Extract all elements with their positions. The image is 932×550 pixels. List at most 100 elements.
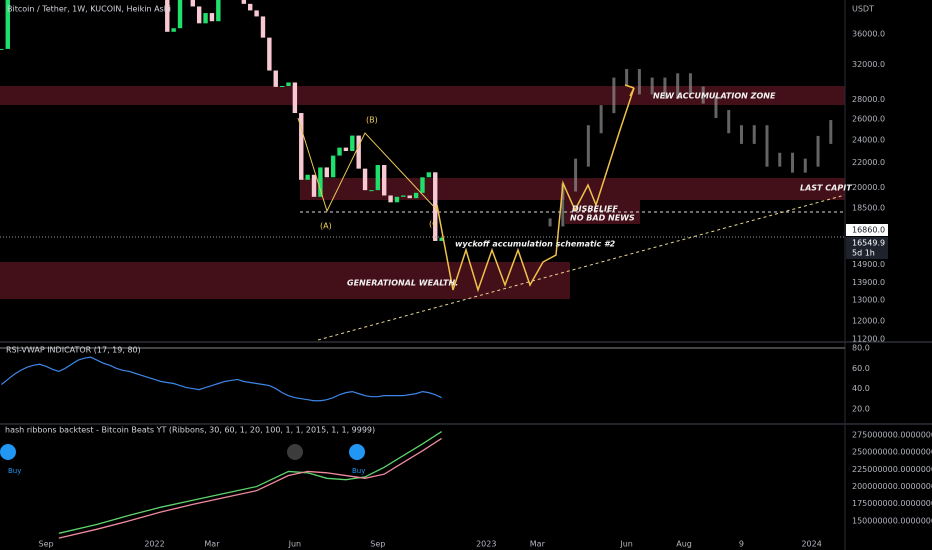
- wave-line: [297, 117, 438, 213]
- candle: [401, 195, 406, 197]
- trend-line: [317, 194, 845, 341]
- y-tick-label: 13900.0: [852, 278, 885, 287]
- candle: [165, 0, 170, 32]
- x-tick-label: Sep: [370, 540, 385, 549]
- x-tick-label: 2023: [476, 540, 496, 549]
- candle: [279, 85, 285, 87]
- projection-bar: [778, 152, 782, 167]
- annotation: (B): [366, 116, 378, 125]
- candle: [196, 6, 202, 24]
- x-tick-label: Mar: [530, 540, 546, 549]
- ribbon-line: [58, 430, 442, 534]
- x-tick-label: Mar: [204, 540, 220, 549]
- candle: [356, 135, 361, 169]
- price-marker-box: [846, 224, 888, 236]
- y-tick-label: 32000.0: [852, 60, 885, 69]
- annotation: wyckoff accumulation schematic #2: [455, 240, 616, 249]
- candle: [350, 135, 355, 152]
- candle: [273, 70, 278, 87]
- zone: [300, 178, 845, 200]
- y-tick-label: 150000000.00000000: [852, 516, 932, 525]
- projection-bar: [765, 125, 769, 167]
- y-tick-label: 24000.0: [852, 135, 885, 144]
- y-tick-label: 275000000.00000000: [852, 430, 932, 439]
- candle: [394, 196, 400, 203]
- y-tick-label: 14900.0: [852, 260, 885, 269]
- arrow-head: [629, 87, 635, 97]
- candle: [426, 172, 432, 178]
- candle: [286, 82, 291, 86]
- arrow-head: [624, 84, 635, 89]
- annotation: NO BAD NEWS: [570, 214, 635, 223]
- annotation: NEW ACCUMULATION ZONE: [653, 92, 776, 101]
- x-tick-label: Sep: [39, 540, 54, 549]
- y-tick-label: 36000.0: [852, 29, 885, 38]
- candle: [0, 48, 4, 50]
- y-tick-label: 26000.0: [852, 114, 885, 123]
- projection-bar: [829, 120, 833, 144]
- buy-label: Buy: [8, 467, 21, 475]
- y-tick-label: 200000000.00000000: [852, 482, 932, 491]
- candle: [241, 0, 247, 4]
- y-tick-label: 20000.0: [852, 183, 885, 192]
- candle: [318, 167, 323, 197]
- projection-bar: [663, 77, 667, 100]
- y-tick-label: 22000.0: [852, 158, 885, 167]
- candle: [299, 113, 304, 180]
- x-tick-label: Aug: [676, 540, 692, 549]
- candle: [209, 13, 215, 22]
- projection-bar: [574, 158, 578, 192]
- rsi-title: RSI-VWAP INDICATOR (17, 19, 80): [6, 346, 141, 355]
- price-marker: 16860.0: [852, 226, 885, 235]
- candle: [260, 16, 266, 38]
- candle: [337, 147, 342, 156]
- y-tick-label: 12000.0: [852, 316, 885, 325]
- y-tick-label: 80.0: [852, 344, 870, 353]
- candle: [324, 167, 329, 178]
- projection-bar: [586, 125, 590, 167]
- rsi-line: [1, 356, 442, 402]
- projection-bar: [752, 125, 756, 144]
- current-price-box: [846, 237, 888, 259]
- wyckoff-path: [436, 87, 635, 293]
- candle: [382, 165, 387, 196]
- candle: [305, 174, 310, 180]
- projection-bar: [599, 105, 603, 134]
- y-tick-label: 60.0: [852, 364, 870, 373]
- x-tick-label: 9: [739, 540, 744, 549]
- y-tick-label: 175000000.00000000: [852, 499, 932, 508]
- zone: [0, 262, 570, 299]
- projection-bar: [714, 95, 718, 119]
- x-tick-label: Jun: [619, 540, 633, 549]
- candle: [362, 168, 368, 191]
- candle: [267, 37, 272, 71]
- candle: [248, 3, 253, 11]
- candle: [216, 0, 221, 22]
- candle: [190, 0, 195, 7]
- projection-bar: [625, 69, 629, 86]
- candle: [254, 10, 259, 17]
- candle: [420, 177, 425, 193]
- candle: [369, 190, 374, 192]
- x-tick-label: 2024: [801, 540, 821, 549]
- ribbon-line: [58, 437, 442, 539]
- candle: [413, 192, 419, 199]
- y-axis-label: USDT: [852, 5, 874, 14]
- projection-bar: [803, 158, 807, 173]
- projection-bar: [612, 77, 616, 114]
- candle: [343, 147, 349, 152]
- hash-title: hash ribbons backtest - Bitcoin Beats YT…: [5, 426, 375, 435]
- signal-marker: [287, 444, 303, 460]
- buy-label: Buy: [352, 467, 365, 475]
- buy-marker: [349, 444, 365, 460]
- countdown: 5d 1h: [852, 249, 875, 258]
- candle: [439, 237, 444, 241]
- projection-bar: [791, 152, 795, 173]
- candle: [388, 195, 393, 203]
- buy-marker: [0, 444, 16, 460]
- y-tick-label: 11200.0: [852, 335, 885, 344]
- annotation: DISBELIEF: [572, 205, 618, 214]
- projection-bar: [701, 86, 705, 104]
- candles: [0, 0, 833, 241]
- y-tick-label: 18500.0: [852, 203, 885, 212]
